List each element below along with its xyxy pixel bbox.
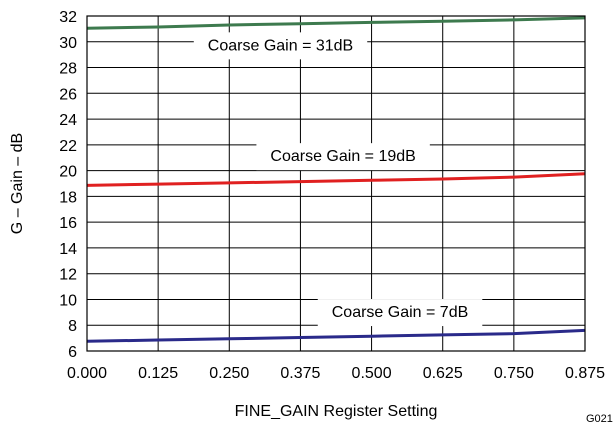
series-line-2 [86, 172, 586, 187]
annotation-background [256, 143, 430, 171]
y-tick-label: 30 [59, 35, 77, 52]
x-tick-label: 0.875 [565, 365, 605, 382]
annotation-background [193, 32, 368, 60]
y-tick-label: 6 [68, 344, 77, 361]
y-tick-label: 12 [59, 267, 77, 284]
annotation: Coarse Gain = 31dB [193, 32, 368, 60]
annotation-text: Coarse Gain = 7dB [332, 304, 469, 321]
y-tick-label: 14 [59, 241, 77, 258]
annotation: Coarse Gain = 19dB [256, 143, 430, 171]
series-group [86, 16, 586, 343]
x-tick-label: 0.750 [494, 365, 534, 382]
y-tick-label: 32 [59, 9, 77, 26]
y-tick-label: 10 [59, 292, 77, 309]
y-tick-label: 8 [68, 318, 77, 335]
annotation-text: Coarse Gain = 31dB [208, 37, 353, 54]
annotation-background [317, 299, 483, 327]
y-tick-label: 18 [59, 189, 77, 206]
x-tick-label: 0.000 [67, 365, 107, 382]
x-tick-label: 0.625 [423, 365, 463, 382]
y-tick-label: 22 [59, 138, 77, 155]
y-axis-label: G – Gain – dB [9, 133, 26, 234]
y-tick-label: 16 [59, 215, 77, 232]
annotation: Coarse Gain = 7dB [317, 299, 483, 327]
x-tick-label: 0.500 [352, 365, 392, 382]
x-tick-label: 0.125 [138, 365, 178, 382]
annotation-group: Coarse Gain = 31dB Coarse Gain = 19dB Coar… [193, 32, 483, 327]
x-axis-label: FINE_GAIN Register Setting [235, 403, 438, 420]
x-tick-label: 0.375 [280, 365, 320, 382]
y-tick-label: 26 [59, 86, 77, 103]
y-tick-labels: 6 8 10 12 14 16 18 20 22 24 26 28 30 32 [59, 9, 77, 361]
annotation-text: Coarse Gain = 19dB [270, 148, 415, 165]
figure-id: G021 [586, 413, 613, 424]
x-tick-labels: 0.000 0.125 0.250 0.375 0.500 0.625 0.750 0.875 [67, 365, 605, 382]
y-tick-label: 28 [59, 61, 77, 78]
y-tick-label: 20 [59, 164, 77, 181]
series-line-3 [86, 328, 586, 343]
plot-frame [86, 15, 586, 352]
x-tick-label: 0.250 [209, 365, 249, 382]
y-tick-label: 24 [59, 112, 77, 129]
series-line-1 [86, 16, 586, 30]
